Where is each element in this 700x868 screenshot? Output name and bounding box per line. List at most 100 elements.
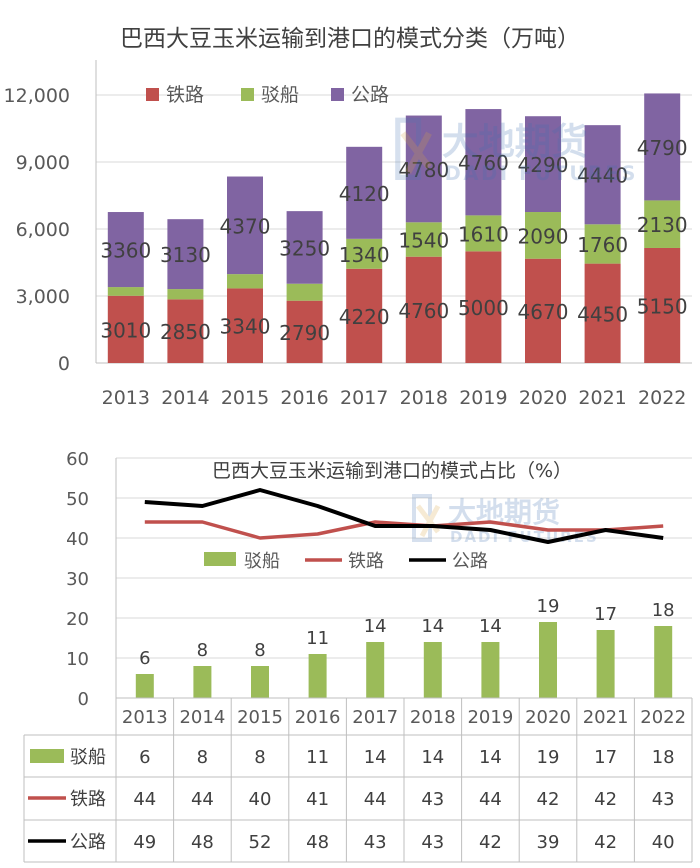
watermark-brand: 大地期货 xyxy=(442,120,588,163)
legend-swatch xyxy=(241,88,254,101)
table-cell: 11 xyxy=(306,747,329,768)
table-cell: 8 xyxy=(254,747,265,768)
data-label: 2090 xyxy=(518,224,569,248)
bar-segment xyxy=(107,287,144,296)
x-tick-label: 2013 xyxy=(102,387,150,409)
y-tick-label: 20 xyxy=(66,609,89,630)
bar-segment xyxy=(167,299,204,363)
bar-segment xyxy=(465,251,502,363)
bar xyxy=(596,630,615,698)
table-cell: 19 xyxy=(537,747,560,768)
bar-segment xyxy=(405,222,442,257)
chart-transport-volume: 巴西大豆玉米运输到港口的模式分类（万吨） 0 3,000 6,000 9,000 12,… xyxy=(4,26,692,409)
legend-label: 铁路 xyxy=(166,84,204,106)
data-label: 1340 xyxy=(339,243,390,267)
bar xyxy=(366,642,385,698)
x-tick-label: 2021 xyxy=(583,707,629,728)
table-row-label: 驳船 xyxy=(70,747,106,768)
y-tick-label: 9,000 xyxy=(16,152,70,174)
bar-segment xyxy=(525,258,561,363)
legend-label: 驳船 xyxy=(261,84,299,106)
x-tick-label: 2013 xyxy=(122,707,168,728)
x-tick-label: 2022 xyxy=(640,707,686,728)
bar xyxy=(654,626,673,698)
data-label: 2130 xyxy=(637,213,688,237)
x-tick-label: 2017 xyxy=(340,387,388,409)
y-tick-label: 0 xyxy=(78,689,89,710)
y-tick-label: 12,000 xyxy=(4,85,70,107)
data-label: 11 xyxy=(306,628,329,649)
data-label: 8 xyxy=(197,640,208,661)
bar-segment xyxy=(525,116,561,213)
data-label: 4440 xyxy=(577,164,628,188)
table-cell: 42 xyxy=(594,789,617,810)
bar xyxy=(135,674,154,698)
table-cell: 14 xyxy=(421,747,444,768)
table-row-label: 铁路 xyxy=(70,789,106,810)
bar xyxy=(251,666,269,698)
bar-segment xyxy=(107,295,144,363)
data-label: 4670 xyxy=(518,300,569,324)
bar-segment xyxy=(286,300,323,363)
x-tick-label: 2018 xyxy=(400,387,448,409)
bar-segment xyxy=(286,211,323,284)
data-label: 19 xyxy=(537,596,560,617)
legend-label: 公路 xyxy=(351,84,389,106)
x-tick-label: 2018 xyxy=(410,707,456,728)
table-cell: 44 xyxy=(479,789,502,810)
y-tick-label: 6,000 xyxy=(16,219,70,241)
table-cell: 14 xyxy=(364,747,387,768)
legend-swatch xyxy=(204,552,236,566)
bar-segment xyxy=(227,288,263,363)
data-label: 5000 xyxy=(458,296,509,320)
x-tick-label: 2020 xyxy=(519,387,567,409)
data-label: 18 xyxy=(652,600,675,621)
bar-segment xyxy=(584,224,621,264)
bar-segment xyxy=(405,115,442,223)
legend-swatch xyxy=(146,88,159,101)
x-tick-label: 2016 xyxy=(280,387,328,409)
legend-label: 公路 xyxy=(452,551,488,572)
y-tick-label: 50 xyxy=(66,489,89,510)
data-label: 4760 xyxy=(398,299,449,323)
table-cell: 6 xyxy=(139,747,150,768)
bar-segment xyxy=(286,283,323,301)
data-label: 1760 xyxy=(577,233,628,257)
table-cell: 44 xyxy=(191,789,214,810)
table-cell: 44 xyxy=(364,789,387,810)
x-tick-label: 2014 xyxy=(161,387,209,409)
bar-segment xyxy=(584,263,621,363)
legend-label: 驳船 xyxy=(244,551,280,572)
data-label: 3010 xyxy=(100,318,151,342)
bar-segment xyxy=(346,268,383,363)
x-tick-label: 2019 xyxy=(467,707,513,728)
table-cell: 42 xyxy=(537,789,560,810)
bar-segment xyxy=(227,274,263,289)
x-tick-label: 2016 xyxy=(295,707,341,728)
table-cell: 17 xyxy=(594,747,617,768)
table-cell: 41 xyxy=(306,789,329,810)
y-tick-label: 60 xyxy=(66,449,89,470)
table-cell: 43 xyxy=(364,832,387,853)
bar-segment xyxy=(346,238,383,269)
table-cell: 43 xyxy=(652,789,675,810)
watermark-logo-mark xyxy=(400,131,432,174)
x-tick-label: 2017 xyxy=(352,707,398,728)
x-tick-label: 2019 xyxy=(459,387,507,409)
data-label: 4290 xyxy=(518,153,569,177)
bar-segment xyxy=(465,215,502,252)
data-label: 4370 xyxy=(220,214,271,238)
bar-segment xyxy=(346,146,383,239)
series-line xyxy=(144,488,664,544)
data-label: 4450 xyxy=(577,302,628,326)
data-label: 4120 xyxy=(339,182,390,206)
table-cell: 43 xyxy=(421,789,444,810)
data-label: 8 xyxy=(254,640,265,661)
data-label: 3340 xyxy=(220,315,271,339)
data-label: 5150 xyxy=(637,294,688,318)
data-label: 14 xyxy=(421,616,444,637)
y-tick-label: 10 xyxy=(66,649,89,670)
data-label: 1610 xyxy=(458,222,509,246)
bar xyxy=(423,642,442,698)
table-cell: 40 xyxy=(652,832,675,853)
